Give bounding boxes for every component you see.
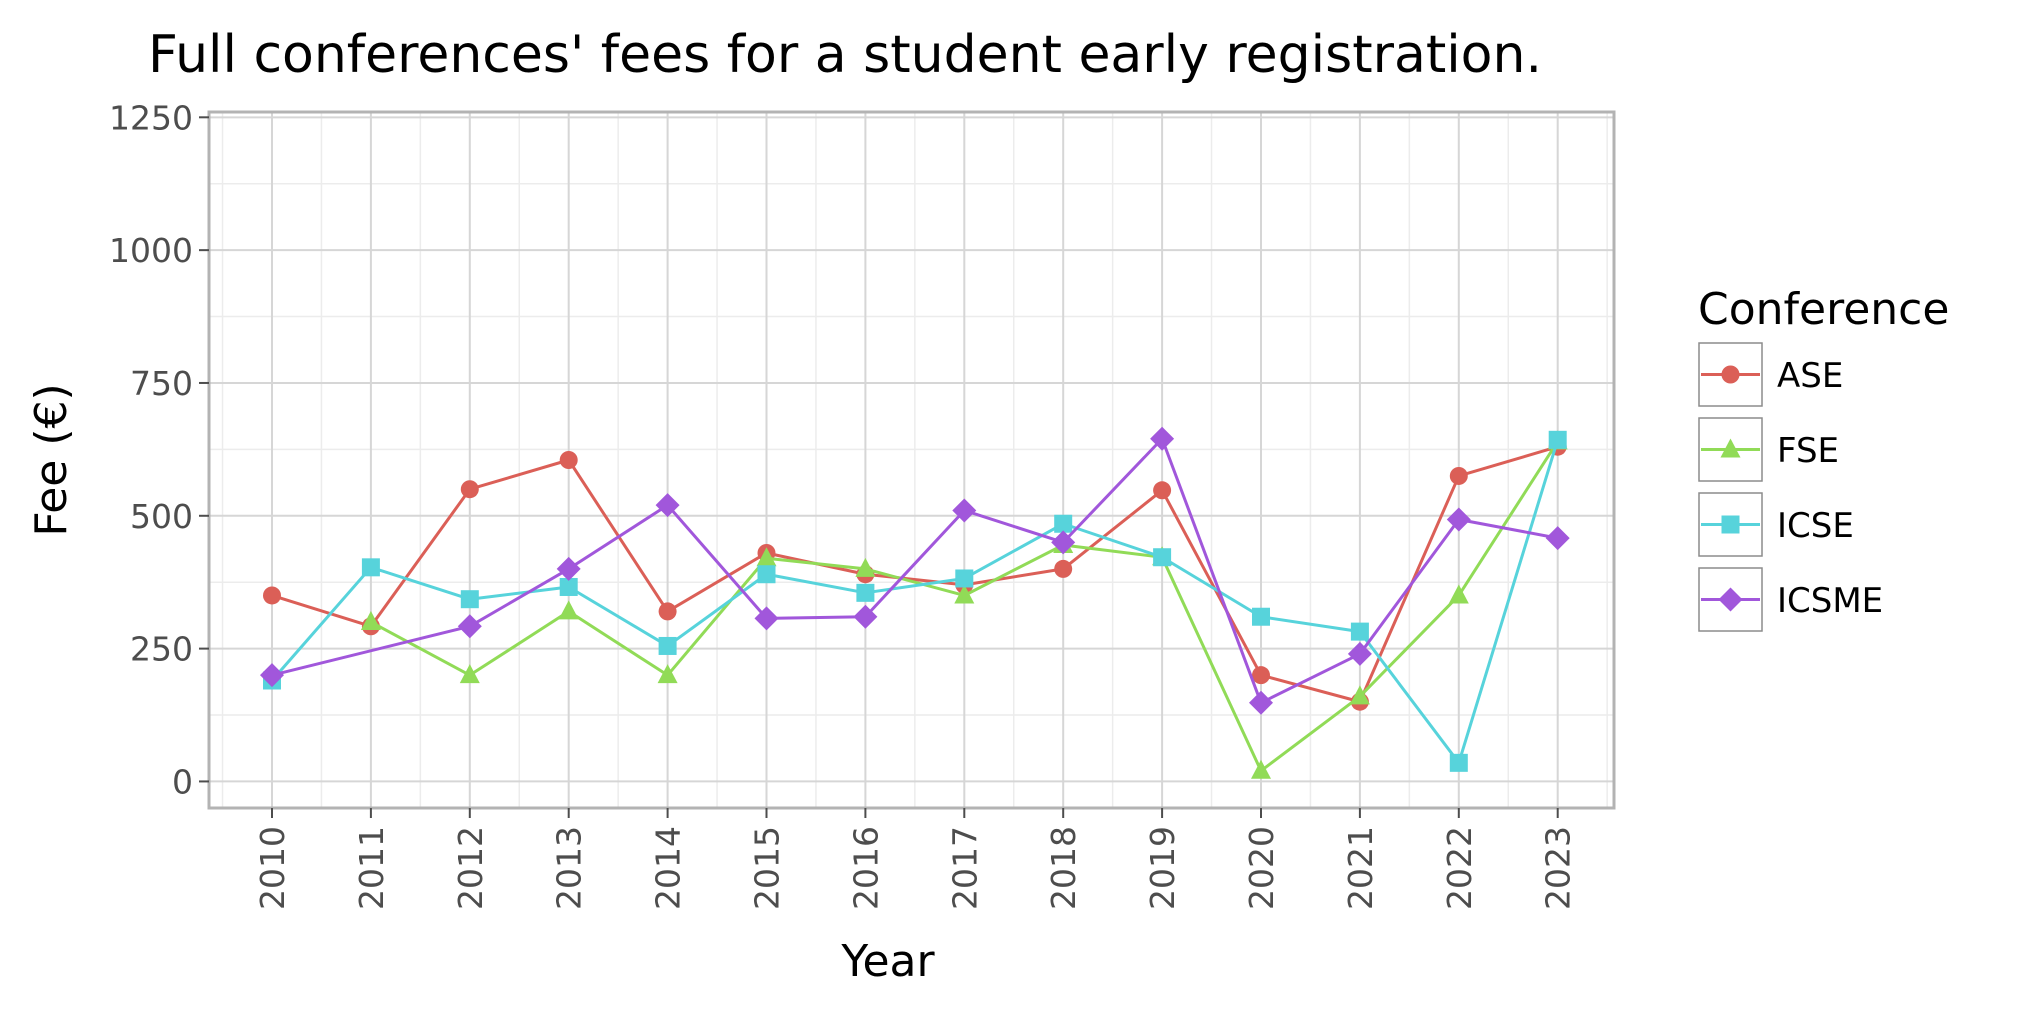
data-point xyxy=(1054,559,1073,578)
legend-label: FSE xyxy=(1777,431,1839,471)
data-point xyxy=(556,556,581,581)
x-tick-label: 2019 xyxy=(1143,826,1182,910)
data-point xyxy=(1252,607,1270,626)
data-point xyxy=(460,590,479,609)
data-point xyxy=(1347,641,1372,666)
legend-item-icsme: ICSME xyxy=(1698,567,1883,632)
series-icse xyxy=(263,430,1567,772)
data-point xyxy=(1449,466,1468,485)
x-tick-label: 2018 xyxy=(1044,826,1083,910)
data-point xyxy=(460,480,479,499)
data-point xyxy=(855,557,876,577)
data-point xyxy=(1054,514,1073,533)
legend-label: ICSE xyxy=(1777,506,1854,546)
data-point xyxy=(658,636,677,655)
data-point xyxy=(1449,753,1468,772)
y-tick-label: 250 xyxy=(130,630,193,669)
legend-marker xyxy=(1718,587,1743,612)
data-point xyxy=(757,565,776,584)
data-point xyxy=(457,614,482,639)
legend-label: ASE xyxy=(1777,356,1843,396)
data-point xyxy=(1349,685,1370,705)
legend-item-fse: FSE xyxy=(1698,417,1839,482)
data-point xyxy=(1051,530,1076,555)
data-point xyxy=(1548,430,1567,449)
x-tick-label: 2011 xyxy=(352,826,391,910)
data-point xyxy=(360,611,381,631)
data-point xyxy=(954,584,975,604)
data-point xyxy=(657,664,678,684)
data-point xyxy=(559,451,578,469)
x-tick-label: 2014 xyxy=(649,826,688,910)
data-point xyxy=(1249,690,1273,715)
axes: 0 250 500 750 1000 1250 2010 2011 2012 2013 2014 20… xyxy=(109,98,1578,910)
data-point xyxy=(955,569,974,588)
y-tick-label: 750 xyxy=(130,364,193,403)
legend: Conference ASE FSE ICSE ICSME xyxy=(1698,284,1949,632)
data-point xyxy=(655,493,680,518)
data-point xyxy=(263,586,281,605)
series-layer xyxy=(260,426,1570,779)
data-point xyxy=(361,558,380,577)
x-tick-label: 2020 xyxy=(1242,826,1281,910)
series-line-icse xyxy=(270,439,1560,765)
x-tick-label: 2022 xyxy=(1440,826,1479,910)
chart-title: Full conferences' fees for a student ear… xyxy=(148,25,1542,85)
data-point xyxy=(1153,548,1172,567)
y-axis-title: Fee (€) xyxy=(26,383,77,536)
data-point xyxy=(260,663,284,688)
legend-marker xyxy=(1721,515,1740,534)
plot-background xyxy=(209,112,1614,808)
data-point xyxy=(1446,507,1471,532)
grid xyxy=(209,112,1614,808)
plot-border xyxy=(207,110,1616,810)
x-axis-title: Year xyxy=(840,936,935,987)
data-point xyxy=(658,602,677,621)
legend-title: Conference xyxy=(1698,284,1949,335)
x-tick-label: 2023 xyxy=(1539,826,1578,910)
series-icsme xyxy=(260,426,1570,715)
x-tick-label: 2010 xyxy=(253,826,292,910)
x-tick-label: 2016 xyxy=(846,826,885,910)
y-tick-label: 1250 xyxy=(109,98,193,137)
data-point xyxy=(1252,666,1270,685)
data-point xyxy=(856,583,875,602)
legend-marker xyxy=(1720,438,1741,458)
y-tick-label: 500 xyxy=(130,497,193,536)
legend-item-icse: ICSE xyxy=(1698,492,1854,557)
data-point xyxy=(559,577,578,596)
data-point xyxy=(459,664,480,684)
x-tick-label: 2015 xyxy=(748,826,787,910)
data-point xyxy=(754,606,779,631)
x-tick-label: 2017 xyxy=(945,826,984,910)
data-point xyxy=(853,604,878,629)
data-point xyxy=(756,547,777,567)
legend-marker xyxy=(1721,365,1740,384)
data-point xyxy=(1448,584,1469,604)
y-tick-label: 1000 xyxy=(109,231,193,270)
x-tick-label: 2021 xyxy=(1341,826,1380,910)
data-point xyxy=(1153,481,1172,500)
data-point xyxy=(1545,526,1570,551)
data-point xyxy=(952,498,977,523)
data-point xyxy=(1251,759,1271,779)
x-tick-label: 2013 xyxy=(550,826,589,910)
data-point xyxy=(1150,426,1175,451)
legend-label: ICSME xyxy=(1777,581,1883,621)
data-point xyxy=(1350,622,1369,641)
y-tick-label: 0 xyxy=(172,762,193,801)
data-point xyxy=(558,600,579,620)
legend-item-ase: ASE xyxy=(1698,342,1843,407)
x-tick-label: 2012 xyxy=(451,826,490,910)
series-line-ase xyxy=(271,445,1559,704)
